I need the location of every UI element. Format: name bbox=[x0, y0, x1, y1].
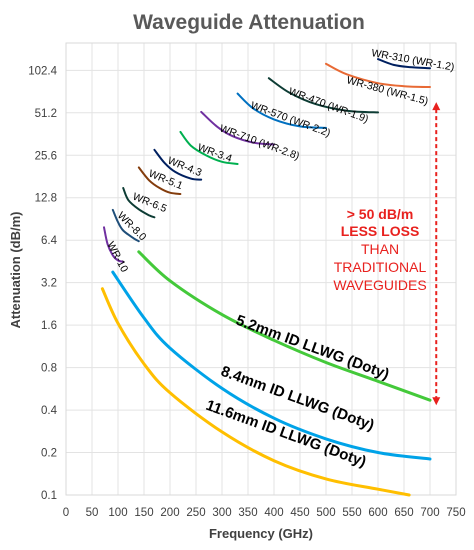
y-tick-label: 51.2 bbox=[35, 108, 57, 120]
series-wr-1-2 bbox=[377, 58, 431, 70]
x-tick-label: 400 bbox=[264, 507, 283, 519]
y-tick-label: 102.4 bbox=[28, 65, 57, 77]
series-wr-10 bbox=[103, 226, 125, 263]
x-tick-label: 300 bbox=[212, 507, 231, 519]
annotation-arrowhead-bottom bbox=[432, 397, 441, 406]
x-tick-label: 750 bbox=[446, 507, 465, 519]
llwg-label-5-2mm: 5.2mm ID LLWG (Doty) bbox=[234, 312, 392, 383]
series-wr-4-3 bbox=[153, 148, 203, 181]
x-tick-label: 600 bbox=[368, 507, 387, 519]
x-tick-label: 250 bbox=[186, 507, 205, 519]
y-tick-label: 25.6 bbox=[35, 150, 57, 162]
x-tick-label: 0 bbox=[63, 507, 69, 519]
x-tick-label: 200 bbox=[160, 507, 179, 519]
y-tick-labels: 0.1 0.2 0.4 0.8 1.6 3.2 6.4 12.8 25.6 51.2 102.4 bbox=[28, 65, 57, 502]
y-tick-label: 6.4 bbox=[41, 235, 58, 247]
curve-label-wr-3-4: WR-3.4 bbox=[196, 142, 234, 166]
series-wr-1-9 bbox=[267, 77, 379, 114]
x-tick-label: 50 bbox=[86, 507, 99, 519]
series-wr-1-5 bbox=[325, 62, 431, 88]
annotation-line-1: > 50 dB/m bbox=[347, 206, 414, 222]
plot-area-border bbox=[65, 42, 457, 496]
series-11-6mm-id-llwg-doty bbox=[100, 287, 411, 497]
x-tick-label: 700 bbox=[420, 507, 439, 519]
x-tick-label: 550 bbox=[342, 507, 361, 519]
series-lines bbox=[100, 58, 432, 497]
grid bbox=[65, 43, 457, 496]
chart-title: Waveguide Attenuation bbox=[133, 11, 365, 34]
x-axis-label: Frequency (GHz) bbox=[209, 526, 313, 541]
series-wr-3-4 bbox=[179, 130, 239, 165]
annotation-arrowhead-top bbox=[432, 102, 441, 111]
annotation-line-2: LESS LOSS bbox=[341, 223, 420, 239]
series-wr-8-0 bbox=[111, 208, 140, 243]
x-tick-label: 150 bbox=[134, 507, 153, 519]
curve-label-wr-5-1: WR-5.1 bbox=[147, 168, 185, 193]
y-axis-label: Attenuation (dB/m) bbox=[8, 212, 23, 329]
curve-label-wr-10: WR-10 bbox=[104, 240, 130, 275]
curve-label-wr-6-5: WR-6.5 bbox=[131, 191, 169, 216]
series-wr-6-5 bbox=[122, 187, 156, 219]
curve-label-wr-310: WR-310 (WR-1.2) bbox=[370, 47, 455, 73]
series-5-2mm-id-llwg-doty bbox=[137, 250, 432, 402]
annotation-line-5: WAVEGUIDES bbox=[333, 277, 426, 293]
x-tick-labels: 0 50 100 150 200 250 300 350 400 450 500 550 600 650 7… bbox=[63, 507, 466, 519]
series-wr-2-8 bbox=[200, 110, 275, 146]
y-tick-label: 3.2 bbox=[41, 278, 57, 290]
annotation-double-arrow bbox=[432, 102, 441, 406]
curve-label-wr-380: WR-380 (WR-1.5) bbox=[345, 74, 429, 107]
annotation-line-4: TRADITIONAL bbox=[334, 259, 427, 275]
x-tick-label: 650 bbox=[394, 507, 413, 519]
y-tick-label: 0.8 bbox=[41, 363, 57, 375]
annotation-line-3: THAN bbox=[361, 241, 399, 257]
x-tick-label: 450 bbox=[290, 507, 309, 519]
y-tick-label: 0.1 bbox=[41, 490, 57, 502]
series-wr-5-1 bbox=[137, 166, 182, 195]
y-tick-label: 0.4 bbox=[41, 405, 58, 417]
x-tick-label: 500 bbox=[316, 507, 335, 519]
y-tick-label: 1.6 bbox=[41, 320, 57, 332]
x-tick-label: 350 bbox=[238, 507, 257, 519]
series-8-4mm-id-llwg-doty bbox=[111, 270, 432, 461]
annotation: > 50 dB/m LESS LOSS THAN TRADITIONAL WAV… bbox=[333, 102, 441, 406]
y-tick-label: 12.8 bbox=[35, 193, 57, 205]
x-tick-label: 100 bbox=[108, 507, 127, 519]
y-tick-label: 0.2 bbox=[41, 448, 57, 460]
series-wr-2-2 bbox=[236, 92, 327, 129]
